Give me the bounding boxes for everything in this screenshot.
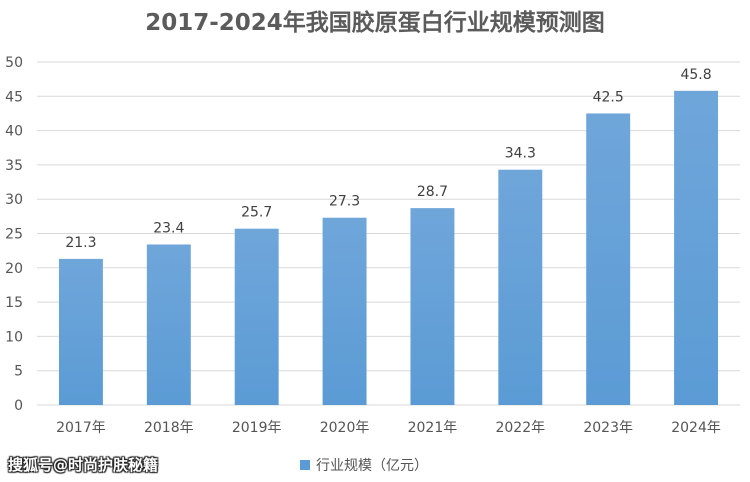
data-label: 23.4 — [153, 220, 184, 236]
y-tick-label: 35 — [5, 158, 23, 174]
bar — [234, 228, 279, 405]
chart-title: 2017-2024年我国胶原蛋白行业规模预测图 — [145, 10, 605, 36]
data-label: 25.7 — [241, 205, 272, 221]
x-tick-label: 2024年 — [671, 420, 721, 436]
gridlines — [37, 61, 740, 406]
y-tick-label: 5 — [14, 364, 23, 380]
y-tick-label: 20 — [5, 261, 23, 277]
y-tick-label: 45 — [5, 89, 23, 105]
y-tick-label: 15 — [5, 295, 23, 311]
legend: 行业规模（亿元） — [300, 455, 428, 475]
bar — [58, 258, 103, 405]
x-axis-ticks: 2017年 2018年 2019年 2020年 2021年 2022年 2023年 2024年 — [56, 420, 721, 436]
x-tick-label: 2021年 — [408, 420, 458, 436]
bar — [410, 208, 455, 405]
y-tick-label: 50 — [5, 55, 23, 71]
data-label: 45.8 — [680, 67, 711, 83]
x-tick-label: 2020年 — [320, 420, 370, 436]
data-label: 42.5 — [593, 89, 624, 105]
data-label: 34.3 — [505, 146, 536, 162]
x-tick-label: 2019年 — [232, 420, 282, 436]
data-label: 21.3 — [65, 235, 96, 251]
y-tick-label: 25 — [5, 227, 23, 243]
y-tick-label: 10 — [5, 329, 23, 345]
data-label: 28.7 — [417, 184, 448, 200]
watermark: 搜狐号@时尚护肤秘籍 — [8, 456, 159, 474]
y-tick-label: 40 — [5, 124, 23, 140]
data-label: 27.3 — [329, 194, 360, 210]
y-tick-label: 0 — [14, 398, 23, 414]
bar — [586, 113, 631, 405]
bar — [498, 169, 543, 405]
y-axis-ticks: 0 5 10 15 20 25 30 35 40 45 50 — [5, 55, 23, 414]
x-tick-label: 2017年 — [56, 420, 106, 436]
bar — [674, 90, 719, 405]
legend-swatch — [300, 460, 310, 470]
x-tick-label: 2022年 — [495, 420, 545, 436]
y-tick-label: 30 — [5, 192, 23, 208]
x-tick-label: 2018年 — [144, 420, 194, 436]
bars — [58, 90, 719, 405]
legend-label: 行业规模（亿元） — [316, 458, 428, 474]
data-labels: 21.3 23.4 25.7 27.3 28.7 34.3 42.5 45.8 — [65, 67, 711, 251]
bar — [146, 244, 191, 405]
x-tick-label: 2023年 — [583, 420, 633, 436]
bar — [322, 217, 367, 405]
